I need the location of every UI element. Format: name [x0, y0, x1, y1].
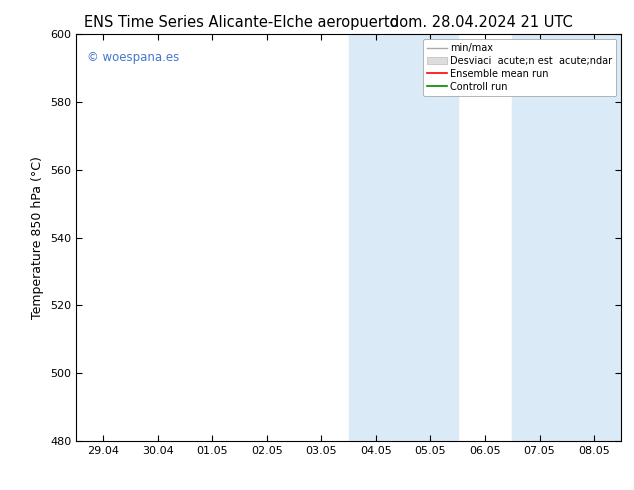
Text: dom. 28.04.2024 21 UTC: dom. 28.04.2024 21 UTC — [391, 15, 573, 30]
Text: ENS Time Series Alicante-Elche aeropuerto: ENS Time Series Alicante-Elche aeropuert… — [84, 15, 398, 30]
Bar — [349, 34, 458, 441]
Legend: min/max, Desviaci  acute;n est  acute;ndar, Ensemble mean run, Controll run: min/max, Desviaci acute;n est acute;ndar… — [424, 39, 616, 96]
Text: © woespana.es: © woespana.es — [87, 50, 179, 64]
Y-axis label: Temperature 850 hPa (°C): Temperature 850 hPa (°C) — [32, 156, 44, 319]
Bar — [512, 34, 621, 441]
